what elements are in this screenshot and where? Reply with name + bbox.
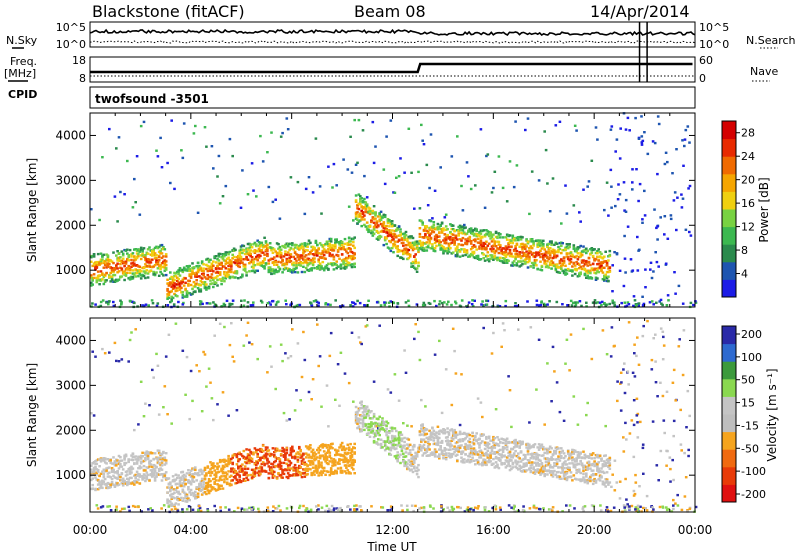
cpid-value: twofsound -3501: [95, 92, 209, 106]
power-y-tick-label: 4000: [55, 128, 86, 142]
x-tick-label: 00:00: [678, 523, 713, 537]
freq-strip-frame: [89, 56, 696, 83]
x-tick-label: 16:00: [476, 523, 511, 537]
velocity-colorbar-cell: [722, 466, 736, 485]
velocity-y-tick-label: 2000: [55, 423, 86, 437]
velocity-colorbar-cell: [722, 361, 736, 380]
nave-tick-high: 60: [699, 54, 713, 67]
power-colorbar-cell: [722, 209, 736, 228]
nsky-label: N.Sky: [6, 34, 38, 47]
power-colorbar-cell: [722, 226, 736, 245]
power-colorbar-tick-label: 12: [741, 221, 755, 234]
power-colorbar-cell: [722, 121, 736, 140]
beam-label: Beam 08: [354, 2, 426, 21]
x-tick-label: 08:00: [274, 523, 309, 537]
freq-tick-high: 18: [72, 54, 86, 67]
power-colorbar-cell: [722, 173, 736, 192]
velocity-heatmap: [90, 319, 698, 514]
date-label: 14/Apr/2014: [590, 2, 690, 21]
velocity-colorbar-frame: [721, 325, 737, 503]
freq-tick-low: 8: [79, 72, 86, 85]
velocity-colorbar-cell: [722, 378, 736, 397]
power-colorbar-tick-label: 20: [741, 174, 755, 187]
freq-unit-label: [MHz]: [4, 67, 36, 80]
freq-line: [90, 62, 693, 74]
freq-trace: [90, 22, 695, 82]
velocity-colorbar-tick-label: -15: [741, 419, 759, 432]
x-tick-label: 12:00: [375, 523, 410, 537]
velocity-y-axis-label: Slant Range [km]: [25, 363, 39, 467]
velocity-colorbar-cell: [722, 414, 736, 433]
power-colorbar-tick-label: 28: [741, 127, 755, 140]
velocity-colorbar-tick-label: 15: [741, 397, 755, 410]
power-y-axis: 1000 2000 3000 4000: [55, 128, 695, 277]
power-y-axis-label: Slant Range [km]: [25, 158, 39, 262]
x-tick-label: 00:00: [73, 523, 108, 537]
power-colorbar-cell: [722, 279, 736, 298]
nsky-trace: [89, 28, 696, 44]
freq-label: Freq.: [10, 55, 37, 68]
power-colorbar-tick-label: 8: [741, 244, 748, 257]
power-colorbar: 4 8 12 16 20 24 28: [721, 120, 755, 298]
power-colorbar-tick-label: 16: [741, 197, 755, 210]
power-y-tick-label: 1000: [55, 263, 86, 277]
x-axis-label: Time UT: [366, 540, 417, 554]
power-colorbar-cell: [722, 156, 736, 175]
power-heatmap: [90, 112, 698, 309]
nsearch-label: N.Search: [746, 34, 796, 47]
velocity-y-tick-label: 1000: [55, 468, 86, 482]
velocity-colorbar-tick-label: -100: [741, 465, 766, 478]
power-colorbar-label: Power [dB]: [757, 177, 771, 242]
velocity-colorbar-label: Velocity [m s⁻¹]: [765, 368, 779, 461]
velocity-y-axis: 1000 2000 3000 4000: [55, 333, 695, 482]
nave-tick-low: 0: [699, 72, 706, 85]
plot-title: Blackstone (fitACF): [92, 2, 245, 21]
velocity-colorbar-tick-label: 50: [741, 374, 755, 387]
cpid-strip-frame: [89, 86, 696, 109]
time-x-axis: 00:00 04:00 08:00 12:00 16:00 20:00 00:00: [73, 113, 713, 537]
power-y-tick-label: 2000: [55, 218, 86, 232]
nsky-tick-low: 10^0: [56, 38, 86, 51]
power-y-tick-label: 3000: [55, 173, 86, 187]
nsearch-tick-low: 10^0: [699, 38, 729, 51]
velocity-colorbar-tick-label: -200: [741, 488, 766, 501]
velocity-colorbar-cell: [722, 449, 736, 468]
x-tick-label: 20:00: [577, 523, 612, 537]
power-colorbar-frame: [721, 120, 737, 298]
velocity-colorbar-tick-label: -50: [741, 442, 759, 455]
power-colorbar-cell: [722, 138, 736, 157]
cpid-label: CPID: [8, 88, 37, 101]
power-colorbar-tick-label: 24: [741, 150, 755, 163]
nave-label: Nave: [750, 65, 778, 78]
velocity-colorbar-tick-label: 200: [741, 328, 762, 341]
power-colorbar-tick-label: 4: [741, 268, 748, 281]
velocity-colorbar-cell: [722, 326, 736, 345]
nsearch-tick-high: 10^5: [699, 21, 729, 34]
x-tick-label: 04:00: [174, 523, 209, 537]
nsky-line: [89, 28, 696, 37]
velocity-colorbar-cell: [722, 343, 736, 362]
velocity-colorbar-cell: [722, 396, 736, 415]
velocity-colorbar-cell: [722, 484, 736, 503]
velocity-y-tick-label: 4000: [55, 333, 86, 347]
velocity-colorbar: 200 100 50 15 -15 -50 -100 -200: [721, 325, 766, 503]
velocity-colorbar-cell: [722, 431, 736, 450]
power-colorbar-cell: [722, 261, 736, 280]
nsearch-line: [89, 40, 696, 44]
velocity-y-tick-label: 3000: [55, 378, 86, 392]
power-colorbar-cell: [722, 244, 736, 263]
velocity-colorbar-tick-label: 100: [741, 351, 762, 364]
power-colorbar-cell: [722, 191, 736, 210]
nsky-tick-high: 10^5: [56, 21, 86, 34]
